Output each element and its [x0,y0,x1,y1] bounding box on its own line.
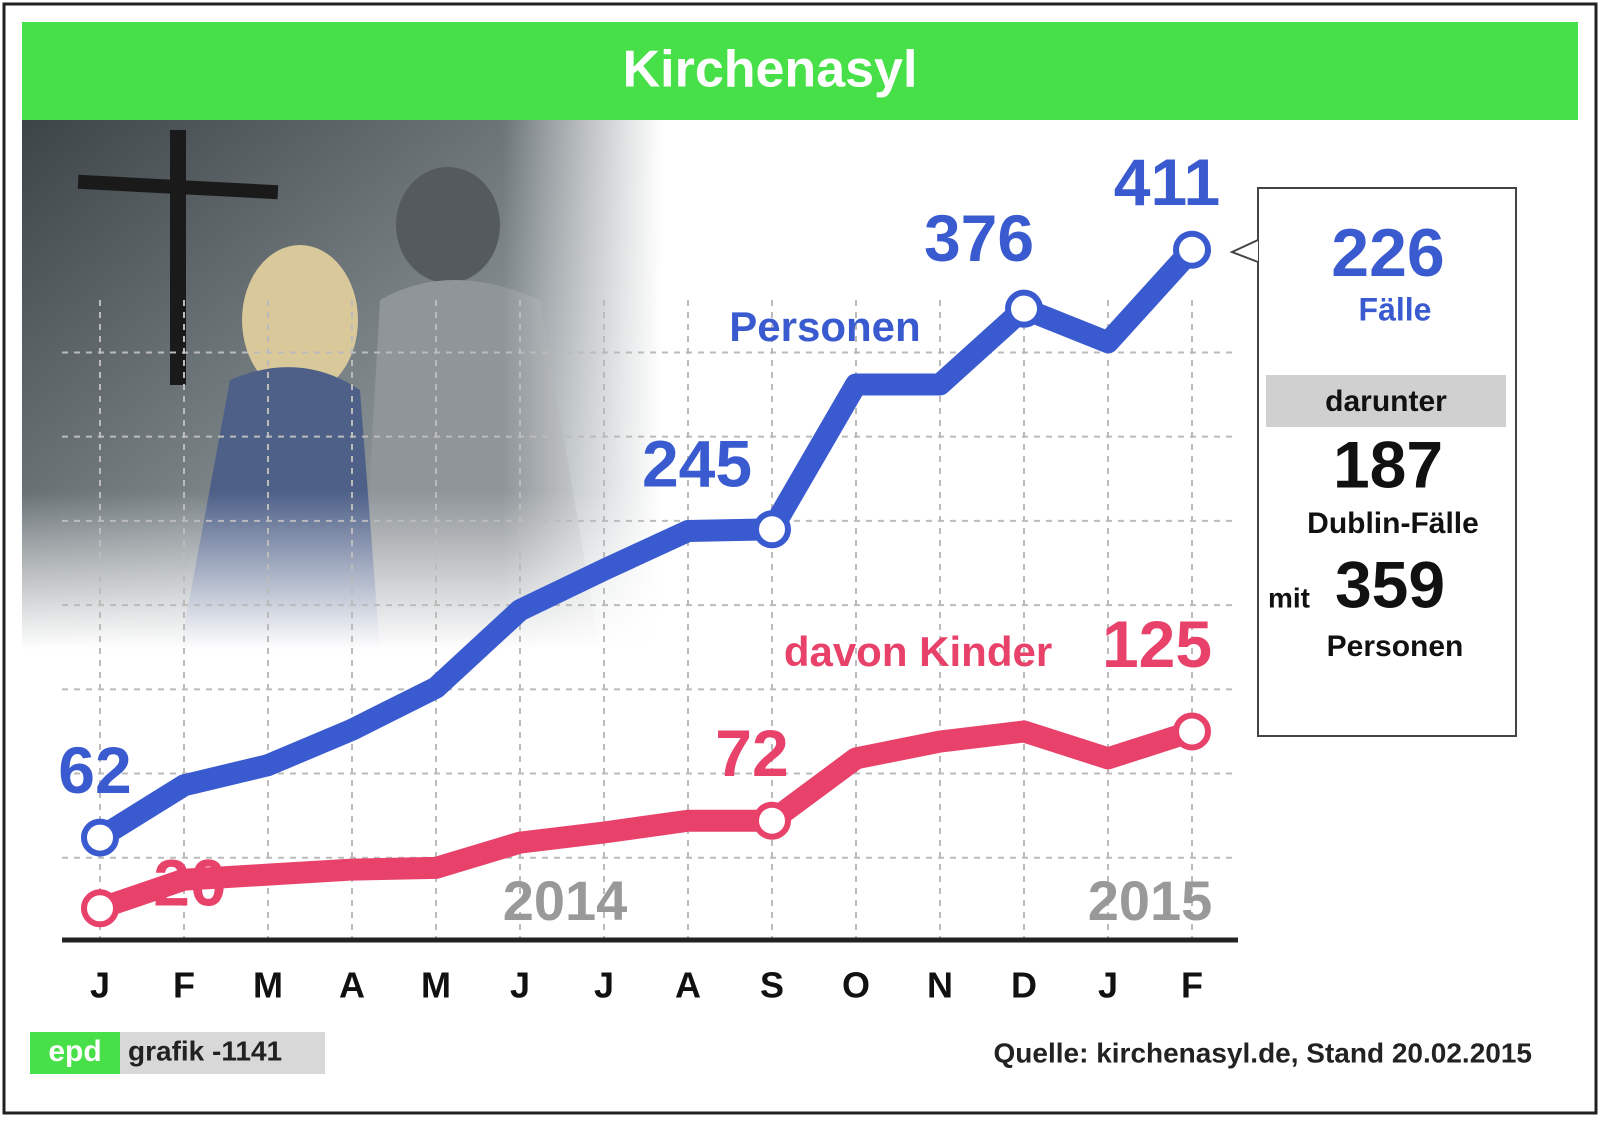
footer-logo: epd [48,1035,101,1068]
series-name: Personen [729,303,920,350]
x-tick-label: N [927,965,953,1006]
x-tick-label: J [510,965,530,1006]
series-line [89,720,1203,920]
x-tick-label: A [675,965,701,1006]
data-label: 245 [642,427,752,501]
footer-code: grafik -1141 [128,1035,282,1066]
point-marker [753,801,791,840]
year-label: 2014 [503,869,628,932]
data-label: 376 [924,201,1034,275]
x-tick-label: S [760,965,784,1006]
point-marker [753,510,791,549]
point-marker [1005,289,1043,328]
x-tick-label: J [594,965,614,1006]
data-label: 125 [1102,607,1212,681]
info-with: mit [1268,582,1310,613]
year-label: 2015 [1088,869,1213,932]
title-bar [22,22,1578,120]
x-tick-label: O [842,965,870,1006]
info-band [1266,375,1506,427]
point-marker [81,889,119,928]
data-label: 20 [153,846,226,920]
info-persons: 359 [1335,547,1445,621]
x-tick-label: F [1181,965,1203,1006]
point-marker [81,818,119,857]
info-persons-label: Personen [1327,630,1464,663]
photo [22,120,662,650]
footer-source: Quelle: kirchenasyl.de, Stand 20.02.2015 [994,1037,1533,1068]
x-tick-label: J [1098,965,1118,1006]
x-tick-label: M [421,965,451,1006]
info-cases-label: Fälle [1359,291,1432,327]
title: Kirchenasyl [623,41,918,99]
x-tick-label: A [339,965,365,1006]
data-label: 72 [715,716,788,790]
info-dublin: 187 [1333,427,1443,501]
x-tick-label: F [173,965,195,1006]
info-band-text: darunter [1325,385,1447,418]
point-marker [1173,712,1211,751]
series-name: davon Kinder [784,628,1052,675]
data-label: 62 [58,733,131,807]
x-tick-label: M [253,965,283,1006]
info-dublin-label: Dublin-Fälle [1307,507,1479,540]
info-box: 226 Fälle darunter 187 Dublin-Fälle mit … [1229,187,1517,737]
x-tick-label: J [90,965,110,1006]
footer: epd grafik -1141 Quelle: kirchenasyl.de,… [30,1032,1532,1074]
info-cases: 226 [1331,215,1444,291]
point-marker [1173,230,1211,269]
data-label: 411 [1114,145,1220,219]
x-tick-label: D [1011,965,1037,1006]
